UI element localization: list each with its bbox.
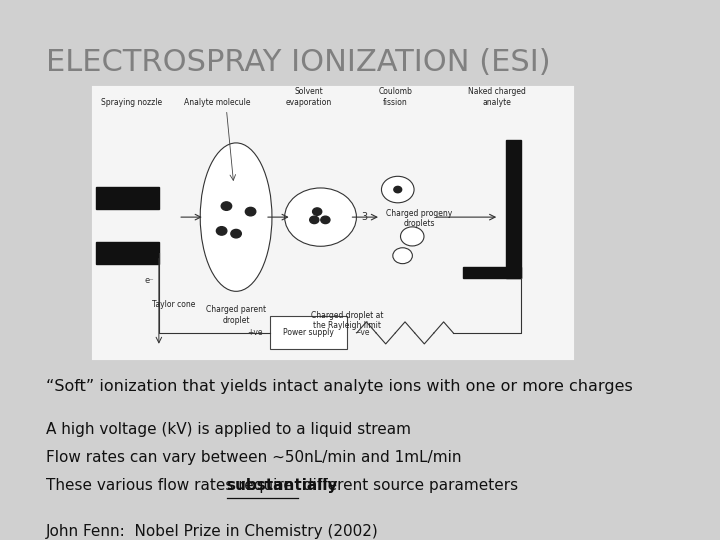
Text: +ve: +ve (247, 328, 263, 338)
Circle shape (321, 216, 330, 224)
Circle shape (231, 230, 241, 238)
Text: different source parameters: different source parameters (298, 477, 518, 492)
Bar (96, 242, 159, 264)
Text: Solvent
evaporation: Solvent evaporation (285, 87, 332, 107)
Text: A high voltage (kV) is applied to a liquid stream: A high voltage (kV) is applied to a liqu… (45, 422, 410, 437)
Circle shape (310, 216, 319, 224)
Circle shape (312, 208, 322, 215)
Text: Taylor cone: Taylor cone (152, 300, 195, 309)
Circle shape (217, 227, 227, 235)
Circle shape (393, 248, 413, 264)
Text: Charged progeny
droplets: Charged progeny droplets (387, 209, 453, 228)
Text: 3: 3 (361, 212, 367, 222)
Text: Analyte molecule: Analyte molecule (184, 98, 250, 107)
Text: Spraying nozzle: Spraying nozzle (101, 98, 162, 107)
Bar (463, 267, 521, 278)
Text: Charged droplet at
the Rayleigh limit: Charged droplet at the Rayleigh limit (311, 311, 383, 330)
FancyBboxPatch shape (91, 85, 574, 360)
Ellipse shape (200, 143, 272, 291)
Text: “Soft” ionization that yields intact analyte ions with one or more charges: “Soft” ionization that yields intact ana… (45, 379, 632, 394)
Circle shape (246, 207, 256, 216)
Text: e⁻: e⁻ (145, 276, 154, 285)
Bar (96, 187, 159, 209)
Text: Power supply: Power supply (283, 328, 334, 338)
Circle shape (382, 176, 414, 203)
Circle shape (221, 202, 232, 211)
Text: John Fenn:  Nobel Prize in Chemistry (2002): John Fenn: Nobel Prize in Chemistry (200… (45, 524, 379, 538)
FancyBboxPatch shape (270, 316, 347, 349)
Text: Naked charged
analyte: Naked charged analyte (468, 87, 526, 107)
Circle shape (284, 188, 356, 246)
Text: −ve: −ve (354, 328, 370, 338)
Text: These various flow rates require: These various flow rates require (45, 477, 297, 492)
Text: Charged parent
droplet: Charged parent droplet (206, 305, 266, 325)
Text: Coulomb
fission: Coulomb fission (379, 87, 413, 107)
Bar (506, 140, 521, 278)
Circle shape (394, 186, 402, 193)
Text: ELECTROSPRAY IONIZATION (ESI): ELECTROSPRAY IONIZATION (ESI) (45, 48, 550, 77)
Text: Flow rates can vary between ~50nL/min and 1mL/min: Flow rates can vary between ~50nL/min an… (45, 450, 461, 464)
Circle shape (400, 227, 424, 246)
Text: substantially: substantially (227, 477, 338, 492)
